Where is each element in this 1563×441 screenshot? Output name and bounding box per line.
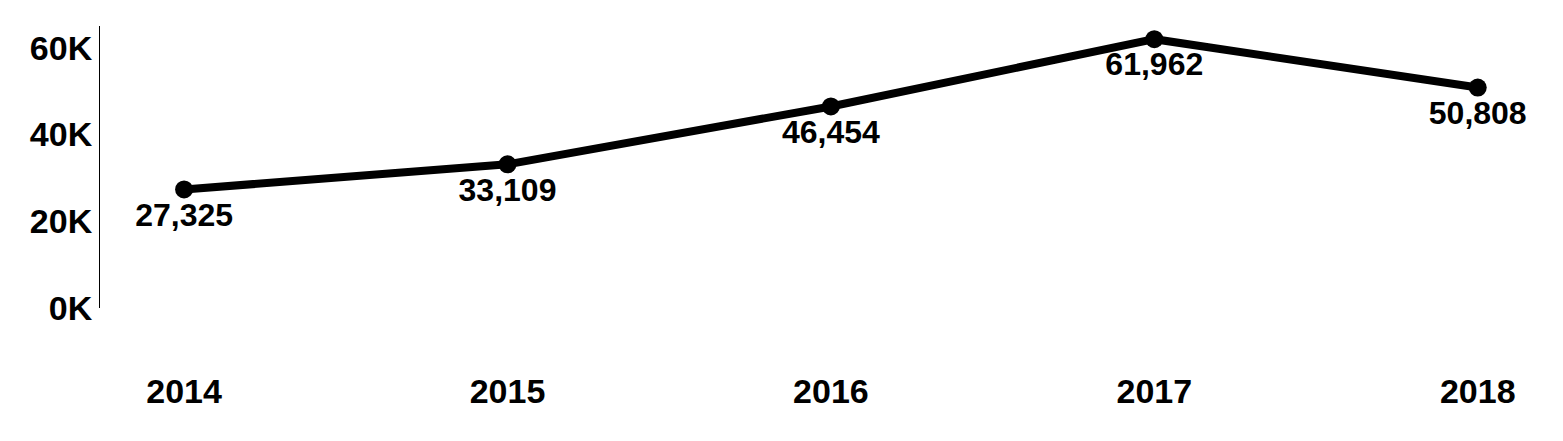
svg-text:33,109: 33,109 [459, 172, 557, 208]
svg-text:0K: 0K [49, 289, 93, 327]
svg-text:61,962: 61,962 [1105, 46, 1203, 82]
svg-text:20K: 20K [30, 202, 93, 240]
svg-text:2017: 2017 [1116, 372, 1192, 410]
svg-text:46,454: 46,454 [782, 114, 880, 150]
svg-text:2015: 2015 [470, 372, 546, 410]
svg-text:2016: 2016 [793, 372, 869, 410]
svg-text:27,325: 27,325 [135, 197, 233, 233]
svg-text:50,808: 50,808 [1429, 95, 1527, 131]
svg-text:40K: 40K [30, 115, 93, 153]
svg-text:60K: 60K [30, 29, 93, 67]
svg-text:2014: 2014 [146, 372, 222, 410]
svg-text:2018: 2018 [1440, 372, 1516, 410]
